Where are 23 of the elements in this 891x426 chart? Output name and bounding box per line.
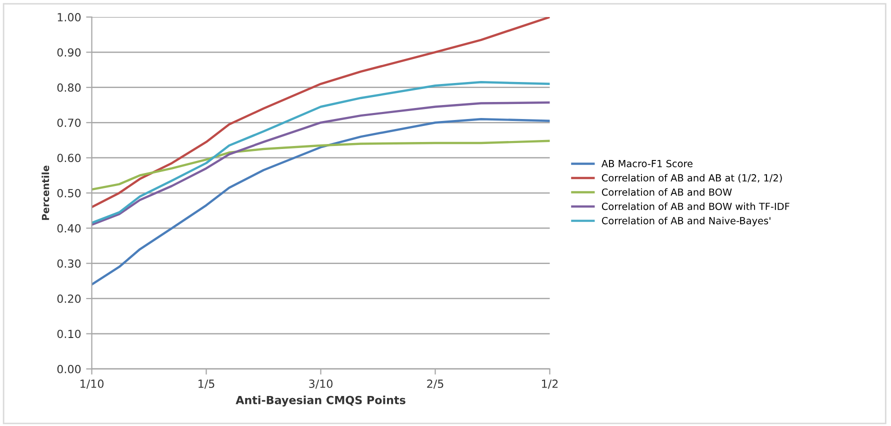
y-tick-label: 1.00 bbox=[58, 13, 81, 22]
y-tick-label: 0.90 bbox=[57, 48, 81, 57]
y-tick-label: 0.00 bbox=[57, 364, 81, 374]
y-tick-label: 0.10 bbox=[57, 330, 81, 338]
x-tick-label: 1/2 bbox=[542, 380, 558, 389]
x-tick-label: 1/10 bbox=[80, 380, 104, 389]
y-axis-title: Percentile bbox=[42, 166, 50, 220]
legend-label: Correlation of AB and BOW with TF-IDF bbox=[602, 202, 790, 210]
x-axis-title: Anti-Bayesian CMQS Points bbox=[236, 396, 406, 406]
y-tick-label: 0.30 bbox=[57, 259, 81, 268]
y-tick-label: 0.50 bbox=[57, 188, 81, 198]
y-tick-label: 0.60 bbox=[57, 154, 81, 162]
legend-label: AB Macro-F1 Score bbox=[601, 160, 692, 168]
x-tick-label: 3/10 bbox=[309, 380, 332, 389]
y-tick-label: 0.70 bbox=[57, 118, 81, 127]
legend-label: Correlation of AB and BOW bbox=[602, 188, 732, 196]
legend-label: Correlation of AB and Naive-Bayes' bbox=[602, 216, 770, 226]
legend-label: Correlation of AB and AB at (1/2, 1/2) bbox=[602, 174, 782, 183]
y-tick-label: 0.20 bbox=[57, 294, 81, 303]
x-tick-label: 2/5 bbox=[427, 380, 444, 389]
y-tick-label: 0.80 bbox=[57, 83, 81, 92]
y-tick-label: 0.40 bbox=[57, 224, 81, 233]
x-tick-label: 1/5 bbox=[198, 380, 214, 389]
